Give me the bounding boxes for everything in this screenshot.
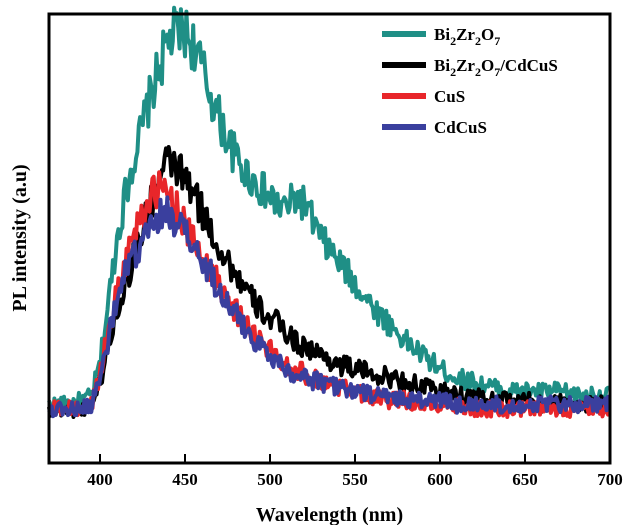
series-line-0 — [47, 5, 610, 415]
legend-label: CdCuS — [434, 118, 487, 137]
series-line-1 — [47, 145, 611, 419]
series-lines — [47, 5, 612, 419]
legend-label: Bi2Zr2O7/CdCuS — [434, 56, 558, 79]
legend-label: Bi2Zr2O7 — [434, 25, 500, 48]
x-tick-label: 400 — [87, 470, 113, 489]
legend: Bi2Zr2O7 Bi2Zr2O7/CdCuS CuS CdCuS — [382, 25, 558, 137]
x-axis-title: Wavelength (nm) — [256, 504, 403, 525]
plot-frame — [47, 12, 612, 465]
series-line-3 — [47, 195, 612, 419]
x-tick-label: 550 — [342, 470, 368, 489]
x-tick-label: 700 — [597, 470, 623, 489]
x-tick-label: 500 — [257, 470, 283, 489]
legend-label: CuS — [434, 87, 465, 106]
x-tick-label: 650 — [512, 470, 538, 489]
x-axis-ticks: 400 450 500 550 600 650 700 — [87, 454, 623, 489]
x-tick-label: 450 — [172, 470, 198, 489]
y-axis-title: PL intensity (a.u) — [9, 164, 31, 311]
x-tick-label: 600 — [427, 470, 453, 489]
